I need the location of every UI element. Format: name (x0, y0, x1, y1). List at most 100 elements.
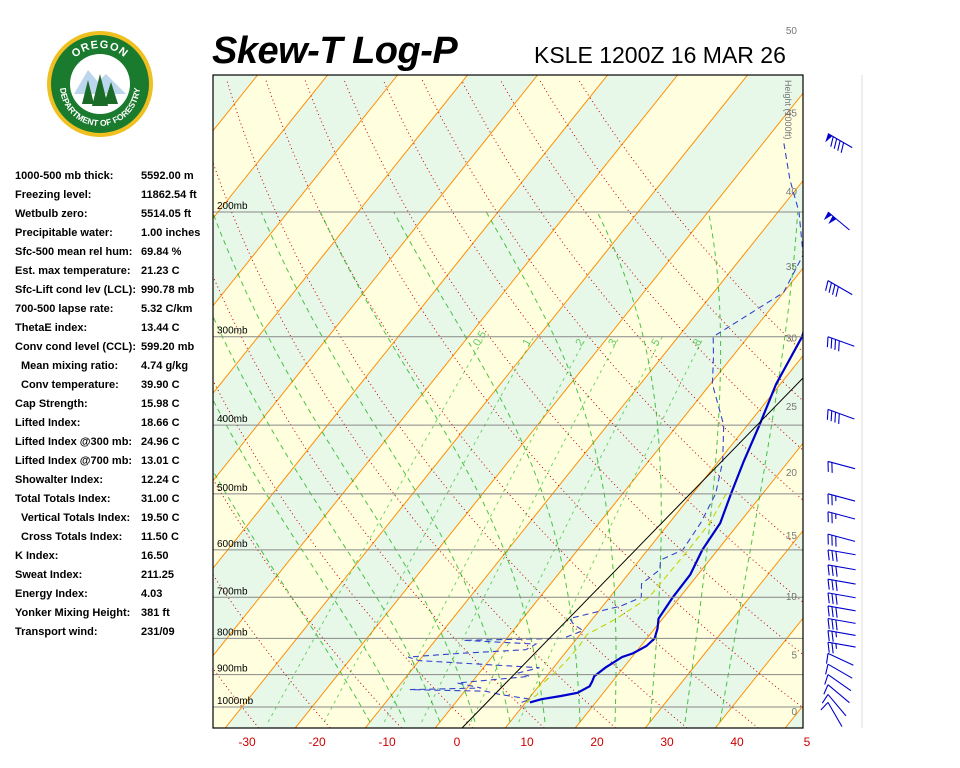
dry-adiabat (421, 79, 803, 552)
wind-barb-pennant (823, 212, 832, 221)
wind-barb-staff (827, 336, 855, 347)
wind-barb (825, 133, 853, 153)
mixing-ratio-line (518, 336, 705, 723)
isotherm-line (294, 92, 803, 728)
isotherm-band (225, 75, 803, 728)
plot-area (213, 75, 803, 728)
wind-barb-flag (827, 605, 830, 617)
index-row: Lifted Index @700 mb: 13.01 C (15, 453, 215, 472)
wind-barb-flag (831, 284, 836, 295)
isotherm-band (785, 705, 803, 728)
index-value: 31.00 C (141, 493, 180, 505)
index-label: Vertical Totals Index: (21, 512, 131, 524)
wind-barb-flag (824, 674, 829, 685)
isotherm-line (213, 75, 468, 395)
index-label: Freezing level: (15, 189, 92, 201)
wind-barb-flag (826, 336, 829, 348)
index-row: Wetbulb zero: 5514.05 ft (15, 206, 215, 225)
pressure-label: 700mb (217, 586, 248, 597)
index-row: Energy Index: 4.03 (15, 586, 215, 605)
moist-adiabat (319, 211, 546, 723)
wind-barb-staff (827, 592, 856, 599)
wind-barb (827, 578, 856, 592)
wind-barb (827, 605, 856, 618)
wind-barb-flag (830, 338, 833, 349)
pressure-label: 1000mb (217, 696, 254, 707)
moist-adiabat (213, 211, 476, 723)
index-value: 12.24 C (141, 474, 180, 486)
height-tick-label: 20 (786, 468, 798, 479)
index-value: 13.44 C (141, 322, 180, 334)
x-tick-label: -10 (378, 735, 396, 749)
x-tick-label: 40 (730, 735, 744, 749)
isotherm-line (213, 75, 538, 482)
x-tick-label: 5 (804, 735, 811, 749)
isotherm-line (504, 354, 803, 728)
index-row: Mean mixing ratio: 4.74 g/kg (15, 358, 215, 377)
wind-barb-flag (835, 619, 838, 631)
wind-barb-flag (831, 550, 834, 562)
index-row: Yonker Mixing Height: 381 ft (15, 605, 215, 624)
wind-barb-staff (827, 280, 853, 296)
index-value: 5.32 C/km (141, 303, 193, 315)
wind-barb (827, 533, 856, 547)
wind-barb-half-flag (835, 631, 838, 638)
index-row: Est. max temperature: 21.23 C (15, 263, 215, 282)
wind-barb-flag (834, 339, 837, 350)
wind-barb-flag (831, 593, 834, 605)
wind-barb-staff (827, 702, 843, 727)
index-row: Sweat Index: 211.25 (15, 567, 215, 586)
wind-barb (826, 408, 855, 424)
wind-barb-flag (831, 642, 834, 654)
wind-barb (824, 674, 852, 692)
mixing-ratio-line (323, 336, 535, 723)
x-tick-label: 10 (520, 735, 534, 749)
wind-barb-staff (827, 533, 856, 542)
wind-barb (820, 701, 843, 727)
wind-barb-flag (831, 619, 834, 630)
mixing-ratio-label: 1 (520, 337, 533, 348)
profile-wetbulb (525, 493, 727, 703)
index-label: Showalter Index: (15, 474, 104, 486)
index-row: Total Totals Index: 31.00 C (15, 491, 215, 510)
sounding-indices-panel: 1000-500 mb thick: 5592.00 m Freezing leve… (15, 168, 215, 643)
mixing-ratio-label: 8 (691, 337, 704, 348)
height-tick-label: 35 (786, 262, 798, 273)
index-value: 4.74 g/kg (141, 360, 189, 372)
index-row: K Index: 16.50 (15, 548, 215, 567)
wind-barb (827, 460, 856, 473)
wind-barb (821, 694, 847, 717)
index-row: Lifted Index @300 mb: 24.96 C (15, 434, 215, 453)
wind-barb-flag (827, 618, 830, 629)
wind-barb-flag (827, 630, 830, 642)
index-row: 700-500 lapse rate: 5.32 C/km (15, 301, 215, 320)
index-label: Est. max temperature: (15, 265, 131, 277)
wind-barb-staff (827, 652, 854, 666)
pressure-label: 600mb (217, 539, 248, 550)
index-value: 18.66 C (141, 417, 180, 429)
index-row: Lifted Index: 18.66 C (15, 415, 215, 434)
wind-barb-staff (827, 408, 855, 420)
isotherm-line (714, 617, 803, 728)
height-tick-label: 40 (786, 187, 798, 198)
wind-barb-flag (835, 580, 838, 592)
dry-adiabat (539, 79, 803, 402)
wind-barb-flag (835, 551, 838, 562)
wind-barb (823, 684, 850, 704)
wind-barb-staff (827, 564, 856, 571)
height-axis-title: Height (1000ft) (783, 80, 793, 140)
pressure-label: 800mb (217, 627, 248, 638)
wind-barb-flag (826, 409, 829, 420)
wind-barb-flag (823, 684, 829, 695)
isotherm-line (213, 75, 328, 220)
wind-barb (827, 630, 856, 642)
index-value: 39.90 C (141, 379, 180, 391)
profile-dewpoint (407, 143, 803, 703)
dry-adiabat (213, 161, 616, 728)
wind-barb (823, 211, 850, 231)
wind-barb (827, 511, 856, 524)
wind-barb-flag (827, 549, 830, 561)
pressure-label: 900mb (217, 664, 248, 675)
logo-tree-2 (92, 74, 108, 106)
index-label: Lifted Index @700 mb: (15, 455, 133, 467)
